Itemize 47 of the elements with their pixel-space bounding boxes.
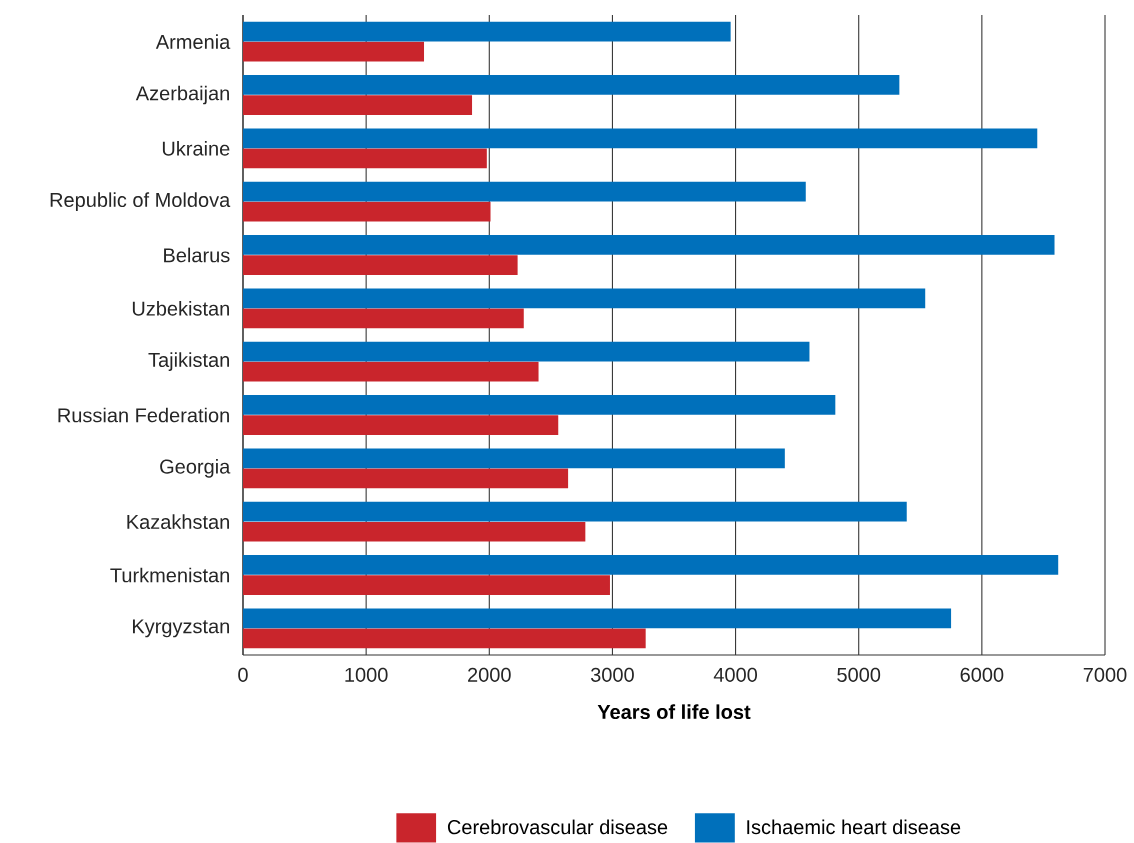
legend-label: Ischaemic heart disease xyxy=(747,819,961,835)
bar xyxy=(243,255,518,275)
bar xyxy=(243,148,487,169)
y-tick-label: Kyrgyzstan xyxy=(132,619,229,638)
bar xyxy=(243,415,559,435)
x-tick-label: 6000 xyxy=(960,667,1004,682)
y-tick-label: Uzbekistan xyxy=(132,301,229,316)
x-tick-label: 7000 xyxy=(1083,667,1127,682)
bar xyxy=(243,555,1059,575)
bar xyxy=(243,201,491,222)
y-tick-label: Armenia xyxy=(155,34,231,50)
y-tick-label: Russian Federation xyxy=(58,407,229,423)
bar xyxy=(243,128,1038,149)
y-tick-label: Tajikistan xyxy=(148,352,229,371)
bar xyxy=(243,628,646,649)
bar xyxy=(243,308,524,329)
x-tick-label: 4000 xyxy=(713,667,758,682)
bar xyxy=(243,361,539,382)
y-tick-label: Turkmenistan xyxy=(110,567,229,583)
x-tick-label: 2000 xyxy=(468,667,511,682)
bar xyxy=(243,288,926,309)
bar xyxy=(243,395,836,415)
bar xyxy=(243,41,425,62)
y-tick-label: Belarus xyxy=(164,247,230,263)
y-tick-label: Azerbaijan xyxy=(135,85,229,105)
bar xyxy=(243,608,952,629)
bar xyxy=(243,448,785,469)
legend-label: Cerebrovascular disease xyxy=(447,819,668,835)
bar xyxy=(243,575,610,595)
bar xyxy=(243,235,1055,255)
bar xyxy=(243,75,900,95)
bar xyxy=(243,468,569,489)
x-axis-title: Years of life lost xyxy=(597,704,751,720)
bar xyxy=(243,521,586,542)
y-tick-label: Republic of Moldova xyxy=(50,192,231,211)
bar xyxy=(243,21,731,42)
bar xyxy=(243,181,806,202)
bar xyxy=(243,341,810,362)
y-tick-label: Ukraine xyxy=(162,141,230,156)
bar xyxy=(243,95,473,115)
y-tick-label: Georgia xyxy=(160,459,231,478)
x-tick-label: 5000 xyxy=(837,667,881,682)
x-tick-label: 3000 xyxy=(590,667,634,682)
x-tick-label: 0 xyxy=(238,667,248,682)
x-tick-label: 1000 xyxy=(345,667,388,682)
bar xyxy=(243,501,907,522)
y-tick-label: Kazakhstan xyxy=(127,514,229,530)
